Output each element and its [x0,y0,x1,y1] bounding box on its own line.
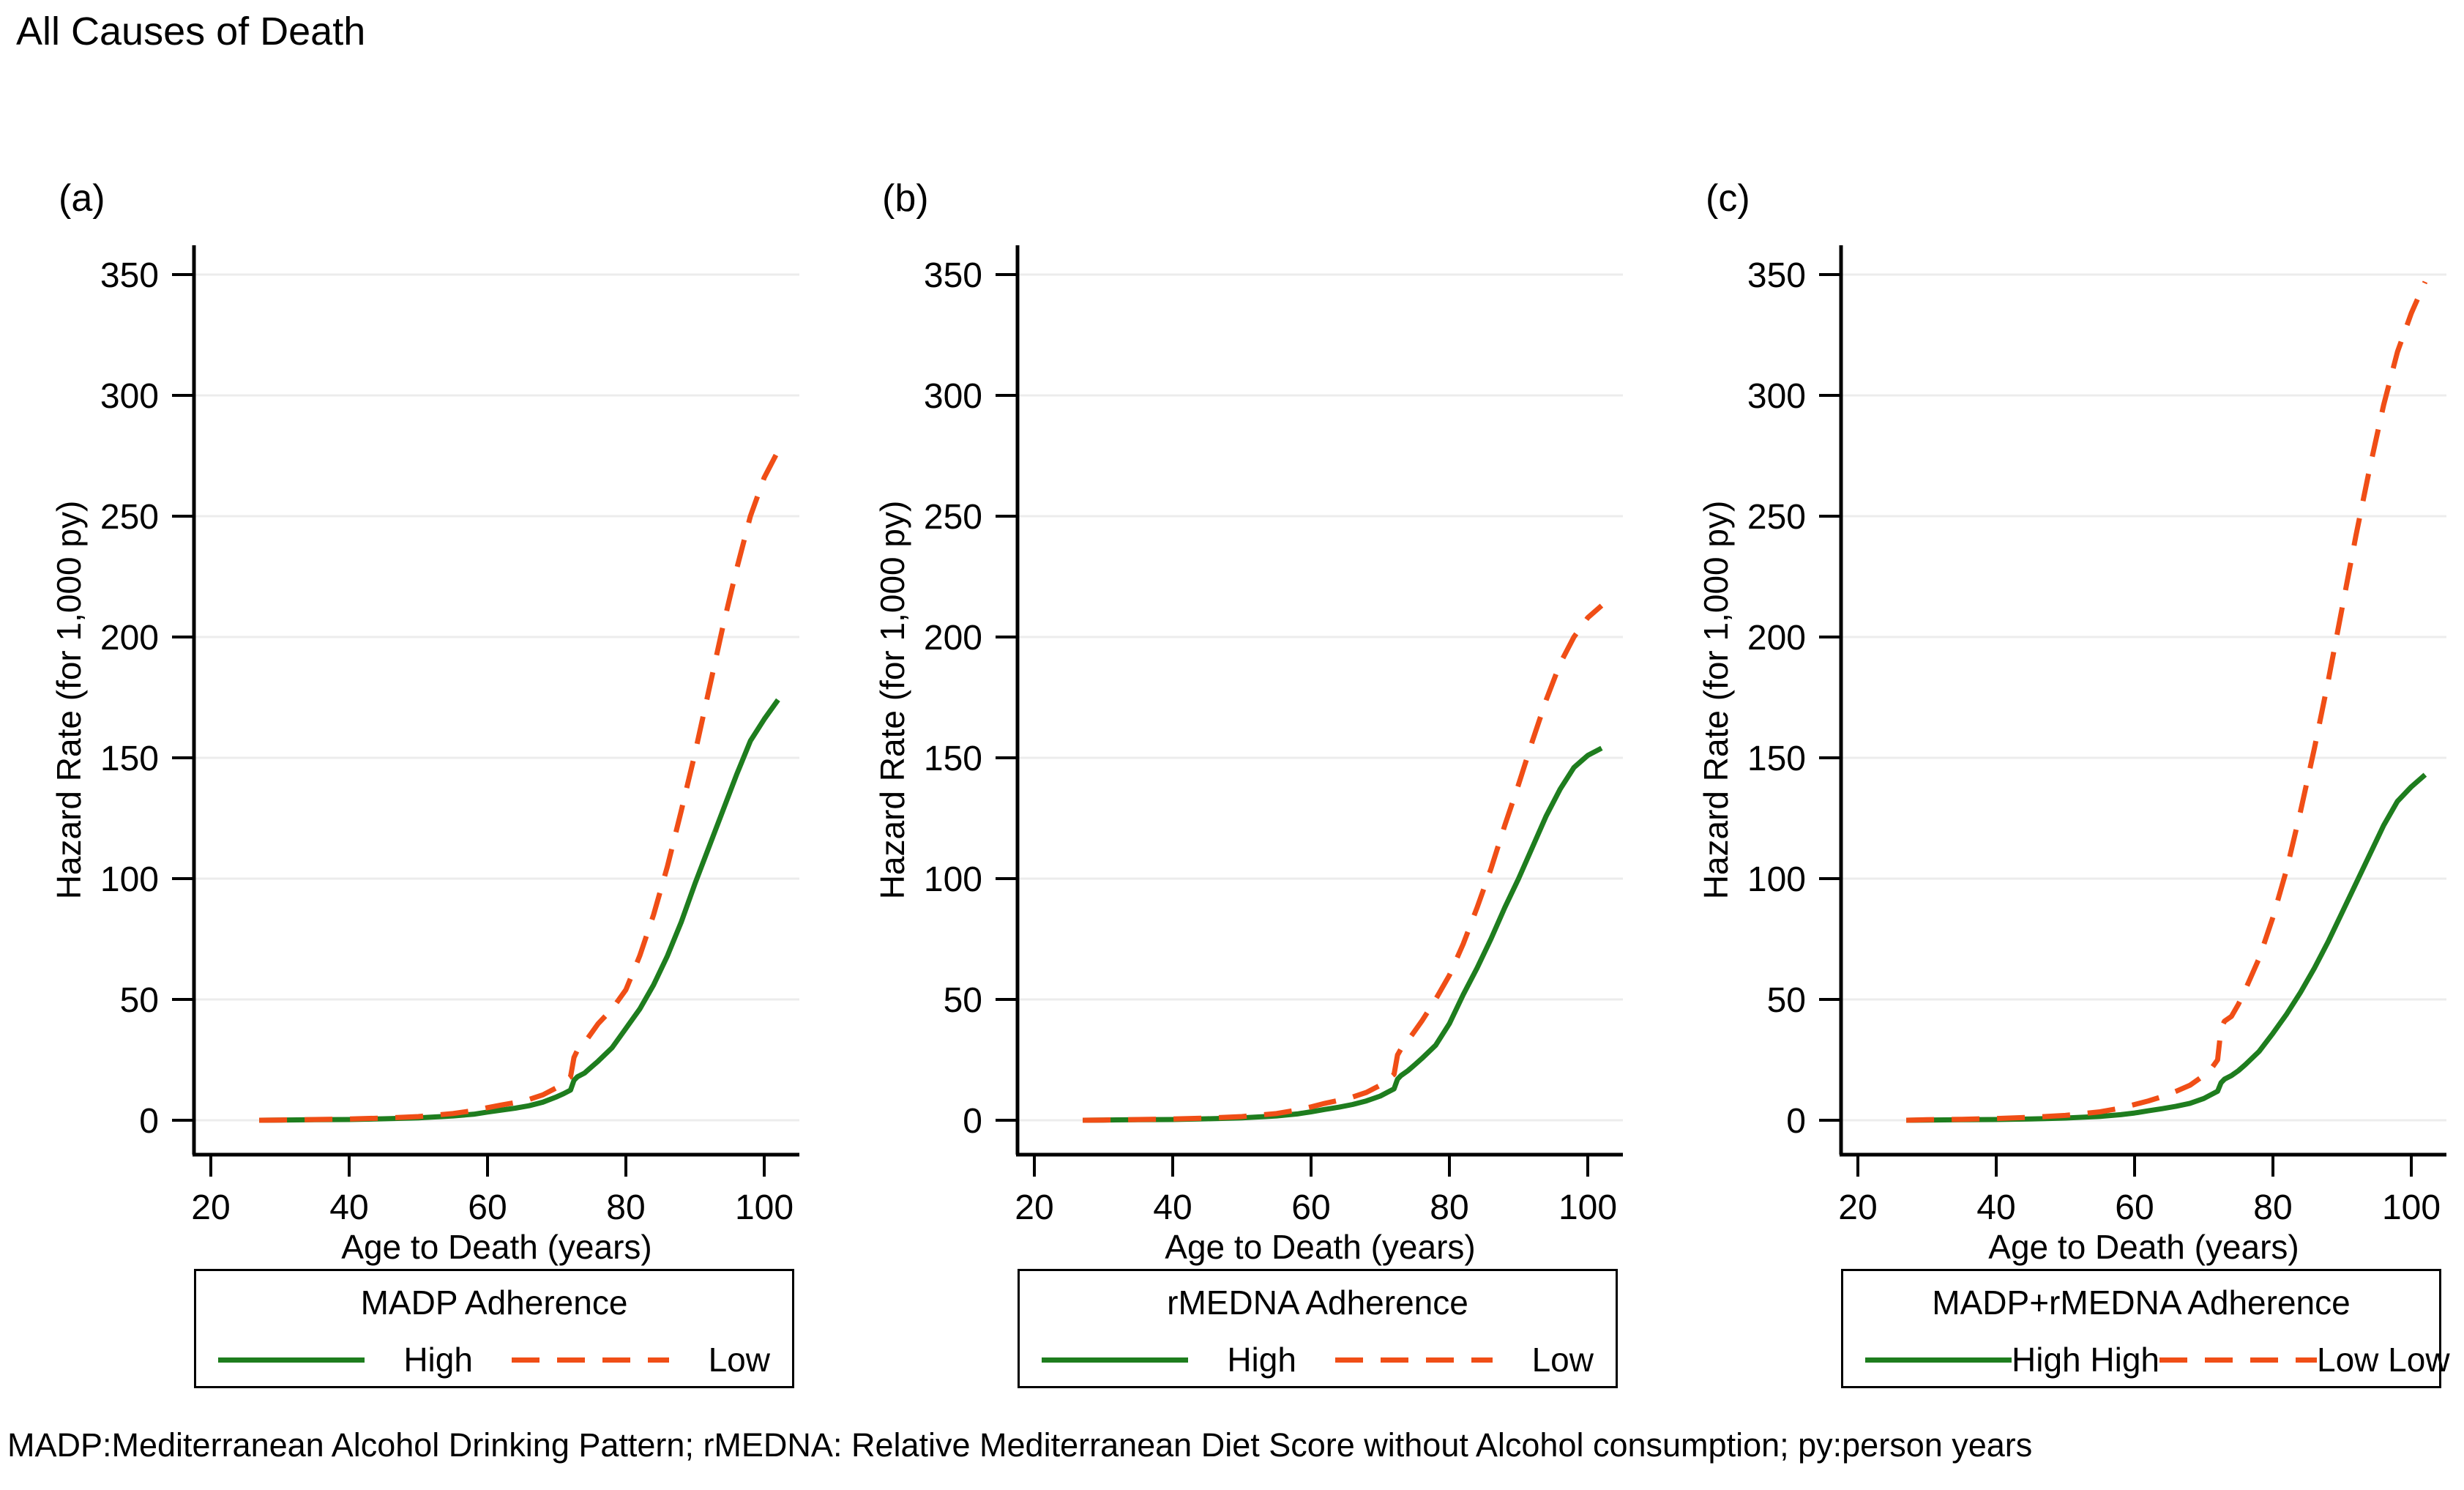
chart-a: 0 50 100 150 200 250 300 350 20 40 60 80 100 Age to D… [50,177,799,1266]
legend-a: MADP Adherence High Low [194,1269,794,1388]
panel-letter: (a) [59,177,105,220]
y-tick-label: 150 [100,740,159,778]
y-tick-label: 350 [924,256,982,295]
legend-label-low: Low [1531,1341,1594,1379]
low-line-sample [512,1357,670,1363]
legend-c: MADP+rMEDNA Adherence High High Low Low [1841,1269,2450,1388]
y-tick-label: 150 [1747,740,1806,778]
x-tick-label: 80 [2253,1188,2292,1227]
x-tick-label: 80 [606,1188,645,1227]
chart-c: 0 50 100 150 200 250 300 350 20 40 60 80 100 Age to D… [1697,177,2446,1266]
footnote: MADP:Mediterranean Alcohol Drinking Patt… [7,1426,2033,1464]
y-tick-label: 50 [944,981,982,1020]
y-tick-label: 300 [924,377,982,416]
x-tick-label: 40 [329,1188,368,1227]
y-tick-label: 250 [100,498,159,537]
legend-title: rMEDNA Adherence [1167,1284,1468,1322]
x-tick-label: 20 [1015,1188,1053,1227]
x-tick-label: 60 [1291,1188,1330,1227]
legend-title: MADP Adherence [360,1284,628,1322]
x-axis-title: Age to Death (years) [1988,1228,2299,1266]
legend-row: High High Low Low [1843,1340,2450,1379]
y-tick-label: 0 [139,1102,159,1141]
series-high [1083,745,1603,1123]
x-tick-label: 40 [1153,1188,1192,1227]
series-low [1083,603,1604,1123]
y-tick-label: 250 [924,498,982,537]
x-tick-label: 60 [468,1188,507,1227]
low-line-sample [1335,1357,1493,1363]
y-tick-label: 200 [1747,619,1806,658]
y-tick-label: 50 [120,981,159,1020]
y-tick-label: 50 [1767,981,1806,1020]
y-tick-label: 150 [924,740,982,778]
legend-label-low: Low [708,1341,770,1379]
legend-label-low: Low Low [2317,1341,2450,1379]
panel-a: 0 50 100 150 200 250 300 350 20 40 60 80 100 Age to D… [0,0,821,1398]
x-tick-label: 20 [1838,1188,1877,1227]
y-tick-label: 300 [1747,377,1806,416]
y-axis-title: Hazard Rate (for 1,000 py) [1697,501,1735,900]
x-tick-label: 100 [1558,1188,1617,1227]
legend-b: rMEDNA Adherence High Low [1018,1269,1618,1388]
legend-row: High Low [196,1340,792,1379]
legend-title: MADP+rMEDNA Adherence [1932,1284,2351,1322]
y-tick-label: 250 [1747,498,1806,537]
y-tick-label: 200 [100,619,159,658]
y-tick-label: 100 [924,860,982,899]
y-tick-label: 100 [100,860,159,899]
high-line-sample [1042,1357,1188,1363]
panel-b: 0 50 100 150 200 250 300 350 20 40 60 80 100 Age to D… [824,0,1645,1398]
high-line-sample [218,1357,365,1363]
chart-b: 0 50 100 150 200 250 300 350 20 40 60 80 100 Age to D… [873,177,1623,1266]
x-tick-label: 60 [2115,1188,2154,1227]
x-tick-label: 80 [1430,1188,1468,1227]
x-tick-label: 100 [2382,1188,2441,1227]
x-tick-label: 40 [1976,1188,2015,1227]
x-tick-label: 20 [191,1188,230,1227]
y-axis-title: Hazard Rate (for 1,000 py) [50,501,88,900]
panel-letter: (b) [882,177,929,220]
y-axis-title: Hazard Rate (for 1,000 py) [873,501,911,900]
x-tick-label: 100 [735,1188,794,1227]
series-low [259,450,781,1123]
high-line-sample [1865,1357,2012,1363]
legend-label-high: High [403,1341,473,1379]
legend-label-high: High High [2012,1341,2159,1379]
series-high [259,698,780,1123]
x-axis-title: Age to Death (years) [341,1228,652,1266]
y-tick-label: 0 [1786,1102,1806,1141]
y-tick-label: 100 [1747,860,1806,899]
page-title: All Causes of Death [16,10,366,53]
y-tick-label: 0 [963,1102,982,1141]
panel-letter: (c) [1706,177,1750,220]
legend-label-high: High [1227,1341,1296,1379]
series-high-high [1906,772,2427,1123]
legend-row: High Low [1020,1340,1616,1379]
y-tick-label: 200 [924,619,982,658]
series-low-low [1906,280,2428,1123]
y-tick-label: 350 [100,256,159,295]
y-tick-label: 350 [1747,256,1806,295]
y-tick-label: 300 [100,377,159,416]
panel-c: 0 50 100 150 200 250 300 350 20 40 60 80 100 Age to D… [1647,0,2464,1398]
low-line-sample [2159,1357,2317,1363]
x-axis-title: Age to Death (years) [1165,1228,1475,1266]
